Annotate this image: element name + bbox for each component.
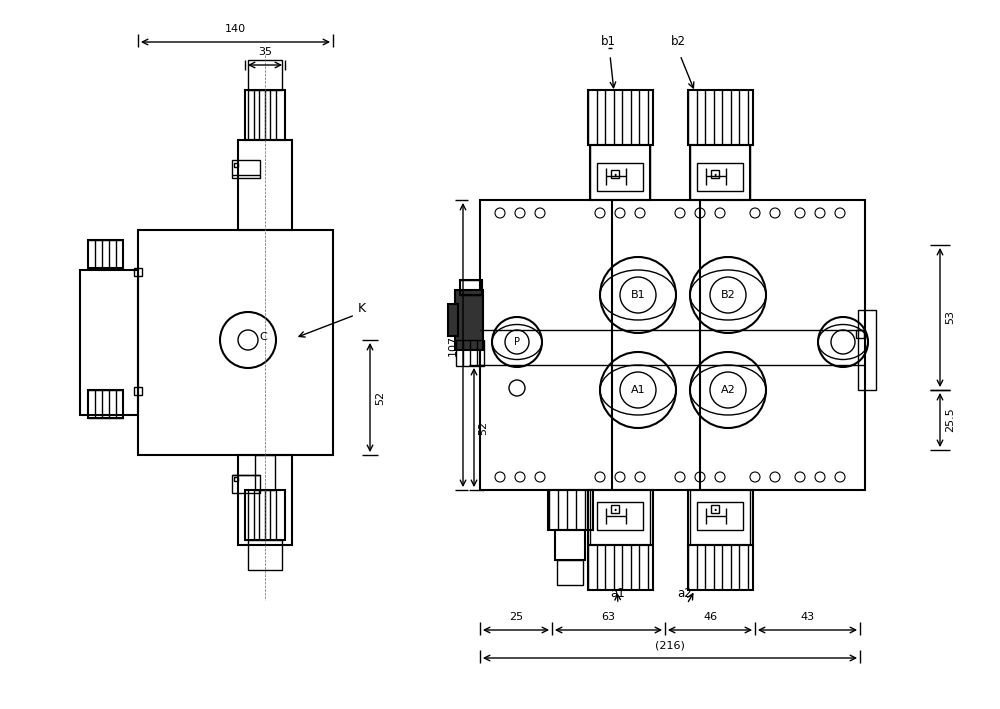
Text: 107: 107 <box>448 335 458 355</box>
Bar <box>588 90 653 145</box>
Bar <box>597 163 643 191</box>
Bar <box>134 387 142 395</box>
Text: B2: B2 <box>721 290 735 300</box>
Bar <box>238 140 292 230</box>
Text: a1: a1 <box>611 587 625 600</box>
Bar <box>480 200 865 490</box>
Text: (216): (216) <box>655 640 685 650</box>
Bar <box>88 240 123 268</box>
Bar <box>138 230 333 455</box>
Text: ·: · <box>712 167 718 185</box>
Text: ·: · <box>612 167 618 185</box>
Bar <box>697 163 743 191</box>
Bar <box>690 145 750 200</box>
Bar <box>711 170 719 178</box>
Text: 25: 25 <box>509 612 523 622</box>
Bar <box>238 455 292 545</box>
Bar <box>234 477 238 481</box>
Text: 52: 52 <box>478 420 488 435</box>
Text: 63: 63 <box>602 612 616 622</box>
Bar <box>688 490 753 545</box>
Text: A1: A1 <box>631 385 645 395</box>
Text: 25.5: 25.5 <box>945 408 955 432</box>
Bar <box>245 490 285 540</box>
Bar <box>688 545 753 590</box>
Bar <box>234 163 238 167</box>
Bar <box>255 455 275 490</box>
Text: K: K <box>358 301 366 315</box>
Text: ·: · <box>712 502 718 520</box>
Bar <box>455 290 483 350</box>
Bar <box>597 502 643 530</box>
Text: C: C <box>259 332 267 342</box>
Bar <box>80 270 138 415</box>
Text: b2: b2 <box>670 35 686 48</box>
Text: 140: 140 <box>225 24 246 34</box>
Text: A2: A2 <box>721 385 735 395</box>
Bar <box>448 304 458 336</box>
Text: b1: b1 <box>600 35 616 48</box>
Bar <box>588 545 653 590</box>
Bar <box>856 330 864 338</box>
Bar <box>858 310 876 390</box>
Text: a2: a2 <box>678 587 692 600</box>
Bar <box>456 340 484 366</box>
Text: 35: 35 <box>258 47 272 57</box>
Text: 43: 43 <box>800 612 815 622</box>
Bar <box>248 60 282 90</box>
Bar <box>548 490 593 530</box>
Text: B1: B1 <box>631 290 645 300</box>
Bar <box>588 490 653 545</box>
Bar <box>88 390 123 418</box>
Bar <box>245 90 285 140</box>
Bar <box>460 280 482 295</box>
Bar <box>134 268 142 276</box>
Text: 46: 46 <box>703 612 717 622</box>
Bar <box>711 505 719 513</box>
Bar <box>557 560 583 585</box>
Bar <box>611 505 619 513</box>
Bar <box>248 540 282 570</box>
Text: P: P <box>514 337 520 347</box>
Bar <box>611 170 619 178</box>
Text: ·: · <box>612 502 618 520</box>
Bar <box>555 530 585 560</box>
Text: 53: 53 <box>945 311 955 325</box>
Bar <box>232 475 260 493</box>
Bar <box>697 502 743 530</box>
Bar <box>688 90 753 145</box>
Text: 52: 52 <box>375 391 385 405</box>
Bar <box>590 145 650 200</box>
Bar <box>232 160 260 178</box>
